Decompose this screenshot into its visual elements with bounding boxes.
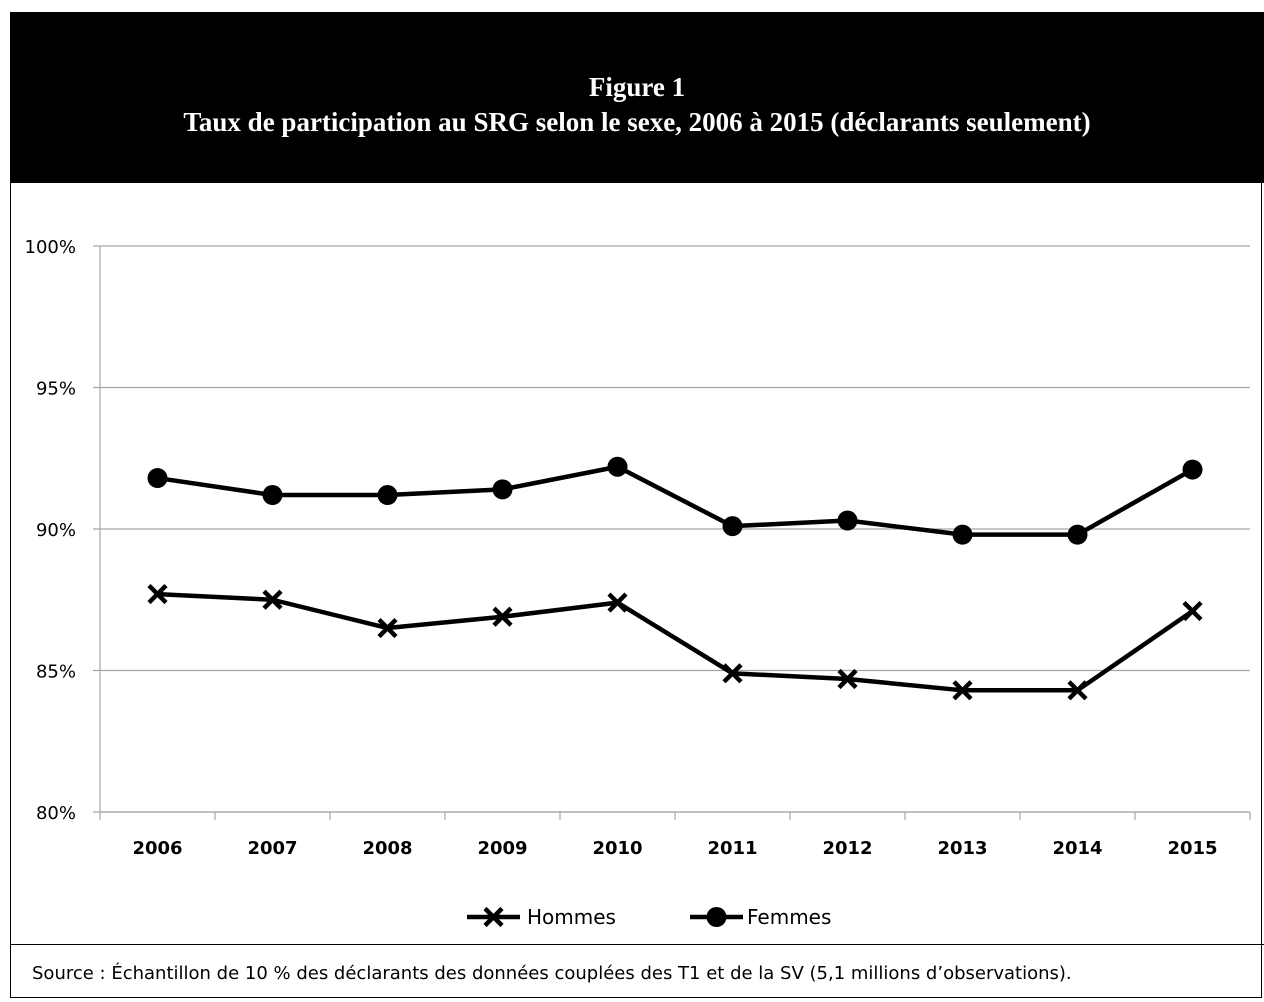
- data-point-x-stroke: [492, 606, 513, 627]
- data-point-circle: [607, 456, 628, 477]
- data-point-x: [1067, 680, 1088, 701]
- x-tick-label: 2014: [1052, 838, 1102, 859]
- data-point-x: [262, 589, 283, 610]
- data-point-circle: [492, 479, 513, 500]
- series-line: [157, 464, 1194, 537]
- series-femmes: [147, 456, 1203, 545]
- series-line: [157, 591, 1194, 693]
- data-point-x-stroke: [837, 668, 858, 690]
- x-tick-label: 2015: [1167, 838, 1217, 859]
- data-point-x: [837, 668, 858, 690]
- data-point-x: [607, 592, 628, 613]
- data-point-x-stroke: [722, 663, 743, 684]
- data-point-x-stroke: [147, 583, 168, 605]
- data-point-x-stroke: [607, 592, 628, 613]
- x-tick-label: 2011: [707, 838, 757, 859]
- figure-footer: Source : Échantillon de 10 % des déclara…: [10, 944, 1264, 1000]
- series-hommes: [147, 583, 1203, 701]
- legend-label: Hommes: [527, 905, 616, 929]
- data-point-circle: [262, 485, 283, 506]
- data-point-circle: [952, 524, 973, 545]
- data-point-x: [492, 606, 513, 627]
- figure-label: Figure 1: [588, 72, 686, 102]
- y-tick-label: 90%: [36, 520, 76, 541]
- data-point-x-stroke: [262, 589, 283, 610]
- x-tick-label: 2008: [362, 838, 412, 859]
- data-point-circle: [1067, 524, 1088, 545]
- data-point-x: [377, 617, 398, 639]
- y-tick-label: 100%: [25, 237, 76, 258]
- data-point-x-stroke: [1067, 680, 1088, 701]
- y-tick-label: 80%: [36, 803, 76, 824]
- figure-header: Figure 1 Taux de participation au SRG se…: [10, 12, 1264, 183]
- source-note: Source : Échantillon de 10 % des déclara…: [32, 963, 1072, 984]
- x-tick-label: 2010: [592, 838, 642, 859]
- data-point-circle: [722, 516, 743, 537]
- data-point-x: [952, 680, 973, 701]
- x-tick-label: 2012: [822, 838, 872, 859]
- x-tick-label: 2006: [132, 838, 182, 859]
- data-point-x: [147, 583, 168, 605]
- data-point-circle: [1182, 459, 1203, 480]
- x-tick-label: 2013: [937, 838, 987, 859]
- data-point-x-stroke: [377, 617, 398, 639]
- data-point-circle: [377, 485, 398, 506]
- y-tick-label: 95%: [36, 379, 76, 400]
- x-tick-label: 2007: [247, 838, 297, 859]
- y-tick-label: 85%: [36, 662, 76, 683]
- data-point-x: [722, 663, 743, 684]
- figure-title: Taux de participation au SRG selon le se…: [183, 107, 1091, 137]
- data-point-circle: [706, 907, 727, 927]
- data-point-x-stroke: [483, 906, 504, 928]
- data-point-x-stroke: [1182, 600, 1203, 622]
- data-point-x: [1182, 600, 1203, 622]
- legend-item-hommes: Hommes: [467, 905, 616, 929]
- legend-label: Femmes: [747, 905, 831, 929]
- data-point-circle: [147, 468, 168, 489]
- legend-item-femmes: Femmes: [690, 905, 831, 929]
- data-point-x-stroke: [952, 680, 973, 701]
- data-point-x: [483, 906, 504, 928]
- x-tick-label: 2009: [477, 838, 527, 859]
- data-point-circle: [837, 510, 858, 531]
